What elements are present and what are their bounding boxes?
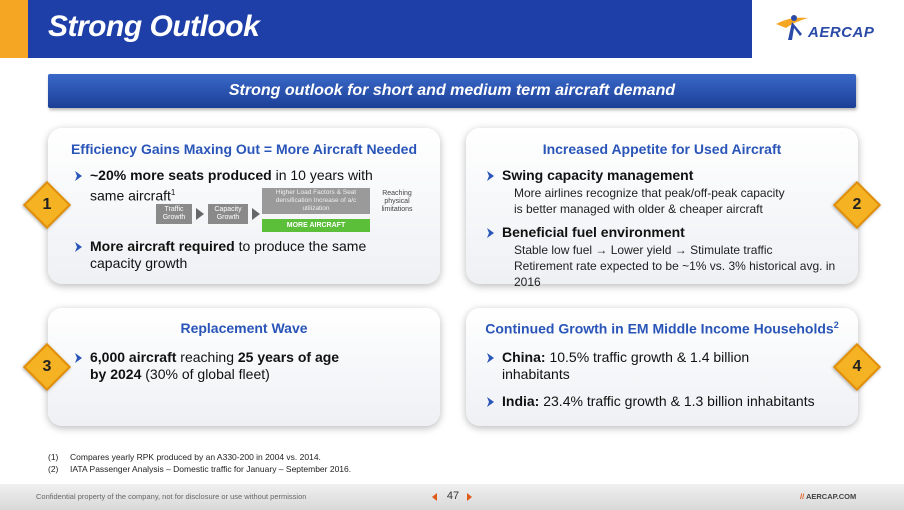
bullet-heading: Beneficial fuel environment xyxy=(502,224,685,240)
badge-number: 2 xyxy=(852,196,862,213)
confidential-notice: Confidential property of the company, no… xyxy=(36,492,307,501)
chevron-right-icon xyxy=(487,353,494,363)
card-used-aircraft: Increased Appetite for Used Aircraft Swi… xyxy=(466,128,858,289)
card-title: Increased Appetite for Used Aircraft xyxy=(542,141,782,157)
bullet-text: China: 10.5% traffic growth & 1.4 billio… xyxy=(502,349,750,382)
bullet-heading: Swing capacity management xyxy=(502,167,694,183)
diagram-efficiency-levers: Higher Load Factors & Seat densification… xyxy=(262,188,370,214)
bullet-subtext: is better managed with older & cheaper a… xyxy=(514,202,763,216)
chevron-right-icon xyxy=(487,171,494,181)
bullet-text: More aircraft required to produce the sa… xyxy=(90,238,367,271)
card-efficiency: Efficiency Gains Maxing Out = More Aircr… xyxy=(48,128,440,284)
page-title: Strong Outlook xyxy=(48,10,260,43)
bullet-text: 6,000 aircraft reaching 25 years of age … xyxy=(90,349,340,382)
chevron-right-icon xyxy=(75,171,82,181)
banner-text: Strong outlook for short and medium term… xyxy=(228,82,676,99)
badge-number: 3 xyxy=(42,358,52,375)
prev-page-icon[interactable] xyxy=(432,493,437,501)
card-em-growth: Continued Growth in EM Middle Income Hou… xyxy=(466,308,858,426)
card-replacement-wave: Replacement Wave 6,000 aircraft reaching… xyxy=(48,308,440,426)
chevron-right-icon xyxy=(487,397,494,407)
subtitle-banner: Strong outlook for short and medium term… xyxy=(48,74,856,108)
diagram-more-aircraft: MORE AIRCRAFT xyxy=(262,219,370,232)
footnote-text: Compares yearly RPK produced by an A330-… xyxy=(70,452,321,462)
bullet-text: India: 23.4% traffic growth & 1.3 billio… xyxy=(502,393,815,409)
arrow-right-icon xyxy=(252,208,260,220)
bullet-subtext: Stable low fuel → Lower yield → Stimulat… xyxy=(514,243,773,257)
chevron-right-icon xyxy=(75,242,82,252)
badge-number: 1 xyxy=(42,196,52,213)
card-title: Continued Growth in EM Middle Income Hou… xyxy=(485,320,839,337)
page-number: 47 xyxy=(446,490,460,502)
footer-bar xyxy=(0,484,904,510)
badge-number: 4 xyxy=(852,358,862,375)
bullet-subtext: More airlines recognize that peak/off-pe… xyxy=(514,186,785,200)
chevron-right-icon xyxy=(75,353,82,363)
logo-text: AERCAP xyxy=(808,24,875,41)
card-title: Efficiency Gains Maxing Out = More Aircr… xyxy=(70,141,418,157)
arrow-right-icon xyxy=(196,208,204,220)
footnote-number: (2) xyxy=(48,464,59,474)
card-title: Replacement Wave xyxy=(180,320,308,336)
bullet-subtext: Retirement rate expected to be ~1% vs. 3… xyxy=(514,259,836,289)
footer-website: // AERCAP.COM xyxy=(800,492,857,501)
bullet-text: ~20% more seats produced in 10 years wit… xyxy=(90,167,373,204)
footnote-text: IATA Passenger Analysis – Domestic traff… xyxy=(70,464,352,474)
diagram-note: Reaching physical limitations xyxy=(381,190,413,213)
aercap-logo-icon xyxy=(776,15,808,40)
diagram-traffic-growth: Traffic Growth xyxy=(156,204,192,224)
footnote-number: (1) xyxy=(48,452,59,462)
logo-area xyxy=(752,0,904,58)
header-accent xyxy=(0,0,28,58)
chevron-right-icon xyxy=(487,228,494,238)
diagram-capacity-growth: Capacity Growth xyxy=(208,204,248,224)
next-page-icon[interactable] xyxy=(467,493,472,501)
